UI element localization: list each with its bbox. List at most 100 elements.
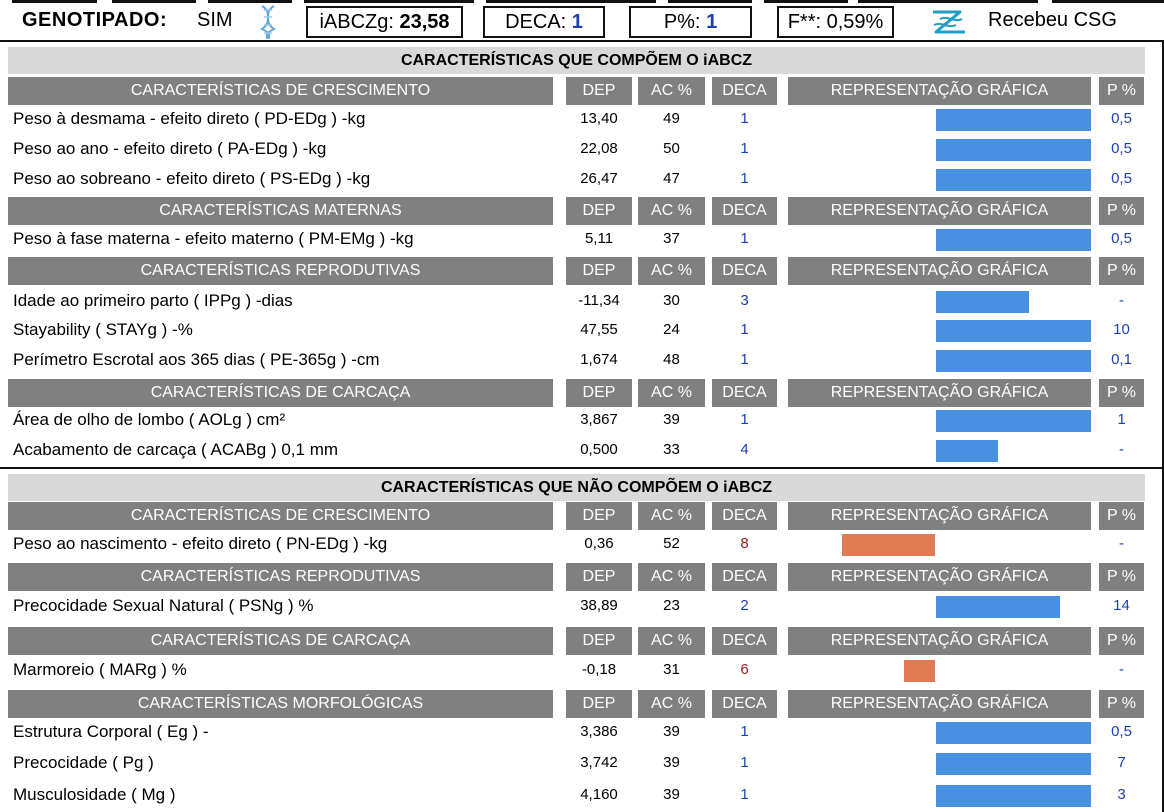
dep-header: DEP [566, 502, 632, 530]
deca-value: 1 [740, 411, 749, 428]
trait-label: Peso à desmama - efeito direto ( PD-EDg … [13, 109, 366, 128]
dep-value: 26,47 [580, 170, 618, 187]
deca-header: DECA [712, 690, 777, 718]
deca-value: 8 [740, 535, 749, 552]
section-title: CARACTERÍSTICAS QUE COMPÕEM O iABCZ [8, 47, 1145, 74]
deca-value: 6 [740, 661, 749, 678]
graphic-bar [935, 169, 1091, 191]
graphic-bar [935, 410, 1091, 432]
p-value: 0,5 [1111, 110, 1132, 127]
p-header: P % [1099, 197, 1144, 225]
graphic-bar [935, 139, 1091, 161]
ac-value: 52 [663, 535, 680, 552]
deca-value: 1 [740, 723, 749, 740]
trait-label: Peso ao sobreano - efeito direto ( PS-ED… [13, 169, 371, 188]
ac-header: AC % [638, 257, 705, 285]
p-value: - [1119, 441, 1124, 458]
graphic-bar [935, 722, 1091, 744]
group-header: CARACTERÍSTICAS REPRODUTIVAS [8, 563, 553, 591]
ac-value: 47 [663, 170, 680, 187]
deca-header: DECA [712, 379, 777, 407]
p-header: P % [1099, 627, 1144, 655]
ac-header: AC % [638, 77, 705, 105]
top-strip [0, 0, 1164, 3]
dep-value: 38,89 [580, 597, 618, 614]
p-header: P % [1099, 77, 1144, 105]
ac-header: AC % [638, 563, 705, 591]
dep-value: 0,500 [580, 441, 618, 458]
graphic-header: REPRESENTAÇÃO GRÁFICA [788, 257, 1091, 285]
group-header: CARACTERÍSTICAS DE CARCAÇA [8, 627, 553, 655]
iabczg-box: iABCZg: 23,58 [306, 6, 463, 38]
top-bar: GENOTIPADO: SIM iABCZg: 23,58 DECA: 1 P%… [0, 3, 1164, 41]
trait-label: Peso ao ano - efeito direto ( PA-EDg ) -… [13, 139, 327, 158]
p-header: P % [1099, 379, 1144, 407]
dep-header: DEP [566, 379, 632, 407]
graphic-bar [935, 785, 1091, 807]
group-header: CARACTERÍSTICAS REPRODUTIVAS [8, 257, 553, 285]
p-value: 0,5 [1111, 723, 1132, 740]
dep-header: DEP [566, 563, 632, 591]
iabczg-label: iABCZg: [319, 11, 394, 33]
ac-value: 49 [663, 110, 680, 127]
p-header: P % [1099, 502, 1144, 530]
trait-label: Perímetro Escrotal aos 365 dias ( PE-365… [13, 350, 380, 369]
p-box: P%: 1 [629, 6, 752, 38]
ac-value: 31 [663, 661, 680, 678]
graphic-header: REPRESENTAÇÃO GRÁFICA [788, 379, 1091, 407]
dep-value: 3,867 [580, 411, 618, 428]
deca-value: 1 [740, 754, 749, 771]
deca-value: 4 [740, 441, 749, 458]
p-value: - [1119, 535, 1124, 552]
dep-value: -0,18 [581, 661, 617, 678]
dep-header: DEP [566, 257, 632, 285]
ac-header: AC % [638, 690, 705, 718]
graphic-bar [935, 440, 998, 462]
graphic-header: REPRESENTAÇÃO GRÁFICA [788, 563, 1091, 591]
dep-value: 47,55 [580, 321, 618, 338]
dep-value: 22,08 [580, 140, 618, 157]
deca-value: 1 [740, 170, 749, 187]
genotipado-value: SIM [197, 9, 233, 31]
dep-value: 3,742 [580, 754, 618, 771]
graphic-header: REPRESENTAÇÃO GRÁFICA [788, 77, 1091, 105]
deca-value: 3 [740, 292, 749, 309]
graphic-header: REPRESENTAÇÃO GRÁFICA [788, 690, 1091, 718]
ac-value: 39 [663, 723, 680, 740]
graphic-bar [842, 534, 936, 556]
graphic-header: REPRESENTAÇÃO GRÁFICA [788, 197, 1091, 225]
ac-value: 50 [663, 140, 680, 157]
p-header: P % [1099, 257, 1144, 285]
ac-value: 30 [663, 292, 680, 309]
trait-label: Precocidade ( Pg ) [13, 753, 154, 772]
p-value: 14 [1113, 597, 1130, 614]
graphic-bar [935, 596, 1060, 618]
dep-value: 13,40 [580, 110, 618, 127]
p-value: 0,5 [1111, 140, 1132, 157]
dep-value: -11,34 [578, 292, 620, 309]
graphic-bar [935, 753, 1091, 775]
dep-value: 1,674 [580, 351, 618, 368]
trait-label: Precocidade Sexual Natural ( PSNg ) % [13, 596, 314, 615]
ac-value: 33 [663, 441, 680, 458]
p-value: 1 [706, 11, 718, 33]
graphic-bar [935, 109, 1091, 131]
trait-label: Stayability ( STAYg ) -% [13, 320, 193, 339]
graphic-header: REPRESENTAÇÃO GRÁFICA [788, 627, 1091, 655]
ac-value: 39 [663, 786, 680, 803]
p-header: P % [1099, 563, 1144, 591]
deca-value: 1 [740, 230, 749, 247]
ac-header: AC % [638, 197, 705, 225]
dep-header: DEP [566, 197, 632, 225]
ac-value: 37 [663, 230, 680, 247]
deca-label: DECA: [505, 11, 567, 33]
dep-value: 3,386 [580, 723, 618, 740]
deca-box: DECA: 1 [483, 6, 605, 38]
trait-label: Marmoreio ( MARg ) % [13, 660, 187, 679]
deca-header: DECA [712, 197, 777, 225]
deca-header: DECA [712, 502, 777, 530]
f-value: 0,59% [826, 11, 884, 33]
dep-header: DEP [566, 627, 632, 655]
group-header: CARACTERÍSTICAS DE CRESCIMENTO [8, 77, 553, 105]
trait-label: Acabamento de carcaça ( ACABg ) 0,1 mm [13, 440, 339, 459]
